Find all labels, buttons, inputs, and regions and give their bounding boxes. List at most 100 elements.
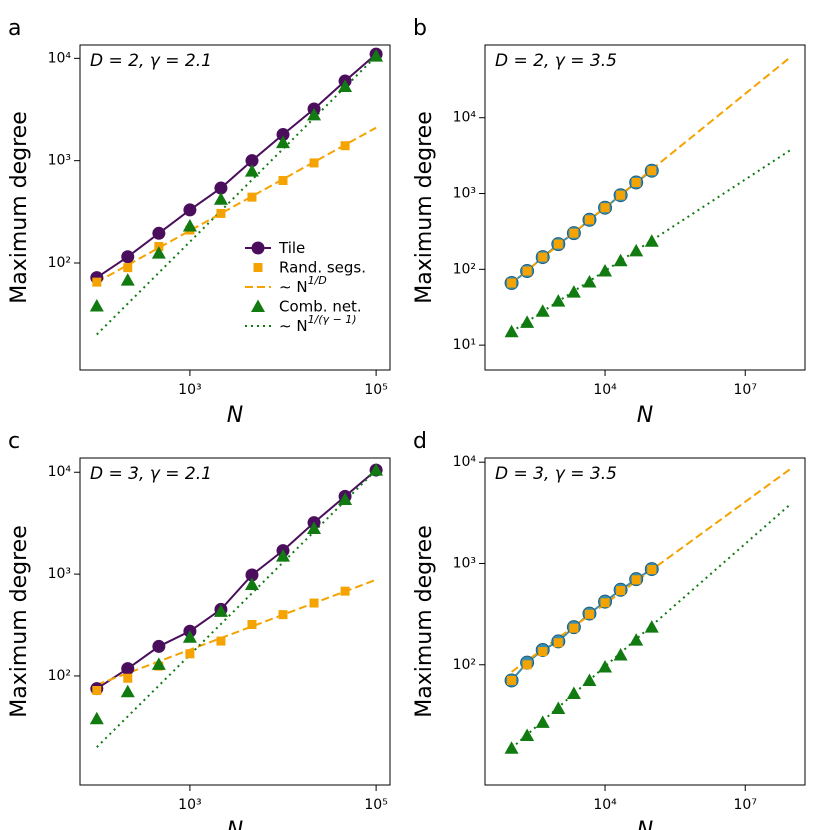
panel-label: d [413,429,427,454]
marker [369,49,384,62]
legend-text: Tile [278,239,305,257]
annotation: D = 2, γ = 3.5 [495,51,617,71]
legend-sup: 1/D [308,274,327,287]
y-tick-label: 10³ [48,153,71,169]
y-tick-label: 10² [453,261,476,277]
marker [92,277,102,287]
marker [278,610,288,620]
axes-frame [79,457,391,786]
marker [369,463,384,476]
x-axis-label: N [637,818,653,830]
marker [553,638,563,648]
marker [538,252,548,262]
y-axis-label: Maximum degree [7,111,32,304]
marker [647,565,657,575]
marker [151,657,166,670]
y-axis-label: Maximum degree [7,525,32,718]
marker [566,686,581,700]
marker [214,181,228,195]
series-line [96,55,377,336]
marker [569,623,579,633]
marker [213,192,228,205]
marker [276,128,290,142]
marker [340,586,350,596]
marker [551,294,566,307]
y-tick-label: 10² [453,657,476,673]
legend-label: ∼ N1/(γ − 1) [279,313,357,335]
marker [247,620,257,630]
x-tick-label: 10⁷ [734,797,757,813]
marker [647,166,657,176]
marker [582,673,597,686]
marker [520,728,535,742]
marker [251,299,265,312]
marker [245,154,259,168]
axes-frame [484,44,806,371]
plot-area [89,47,384,336]
marker [338,492,353,506]
marker [629,243,644,257]
marker [535,304,550,317]
marker [121,662,135,676]
marker [89,711,104,725]
marker [182,218,197,232]
marker [616,586,626,596]
panel: 10⁴ 10⁷ 10¹ 10² 10³ 10⁴ N Maximum degree b D = 2,… [412,16,806,428]
marker [553,239,563,249]
marker [616,190,626,200]
panel: 10³ 10⁵ 10² 10³ 10⁴ N Maximum degree c D = 3, γ … [7,429,391,830]
panel-label: c [8,429,20,454]
series-line [96,53,377,279]
marker [644,620,659,633]
marker [629,633,644,646]
y-tick-label: 10⁴ [453,110,477,126]
marker [309,598,319,608]
panel-label: b [413,16,427,41]
y-tick-label: 10³ [48,566,71,582]
marker [507,278,517,288]
marker [253,263,263,272]
x-axis-label: N [227,818,243,830]
marker [600,598,610,608]
legend-text: ∼ N [279,317,308,335]
marker [582,275,597,288]
marker [631,575,641,585]
x-tick-label: 10³ [178,382,201,398]
x-tick-label: 10⁵ [364,382,387,398]
marker [182,630,197,643]
marker [216,208,226,218]
legend-text: ∼ N [279,278,308,296]
legend-label: Comb. net. [279,297,362,315]
marker [538,647,548,657]
legend-label: Tile [278,239,305,257]
y-tick-label: 10³ [453,555,476,571]
y-tick-label: 10² [48,255,71,271]
marker [152,639,166,653]
legend-label: Rand. segs. [279,258,366,276]
series-line [96,469,377,690]
marker [338,79,353,93]
y-tick-label: 10⁴ [48,464,72,480]
marker [245,568,259,582]
marker [123,263,133,273]
marker [92,685,102,695]
marker [504,741,519,754]
legend-text: Rand. segs. [279,258,366,276]
marker [183,203,197,217]
marker [276,135,291,149]
x-axis-label: N [637,403,653,428]
marker [504,324,519,338]
marker [631,177,641,187]
marker [598,660,613,673]
marker [123,673,133,683]
marker [522,266,532,276]
marker [244,577,259,591]
marker [569,228,579,238]
marker [89,298,104,312]
marker [613,253,628,267]
y-axis-label: Maximum degree [412,111,437,304]
annotation: D = 3, γ = 3.5 [495,464,617,484]
marker [152,226,166,240]
marker [251,241,265,255]
